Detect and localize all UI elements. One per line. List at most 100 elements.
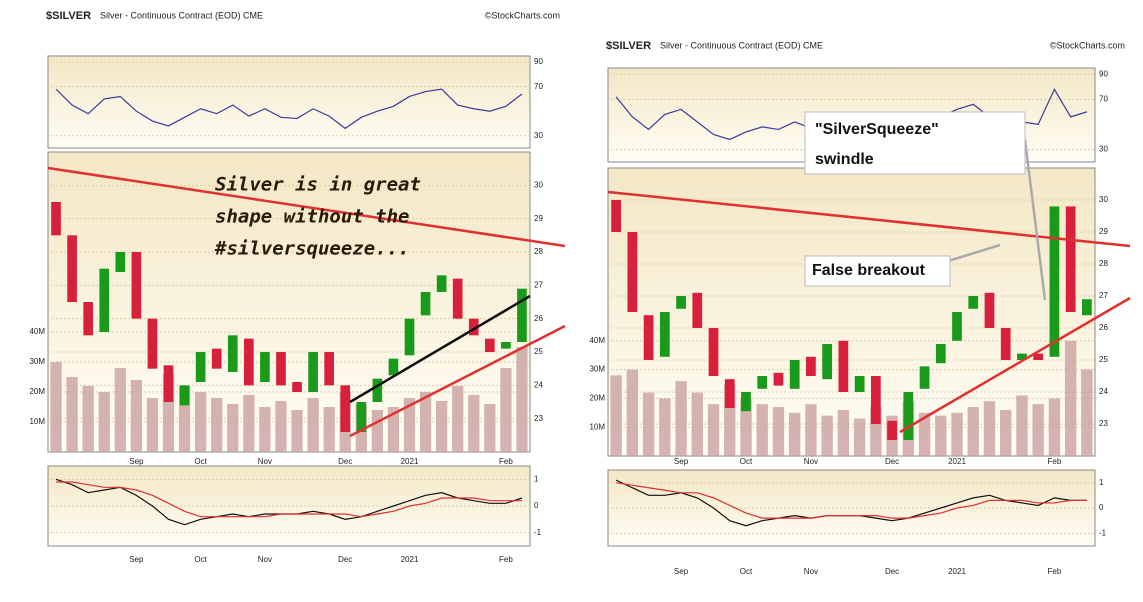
candle	[968, 296, 979, 309]
trendline	[47, 166, 566, 248]
volume-bar	[918, 412, 931, 456]
volume-bar	[98, 392, 110, 452]
volume-bar	[772, 407, 785, 456]
volume-bar	[82, 386, 94, 452]
ticker: $SILVER	[46, 10, 91, 22]
candle	[708, 328, 719, 376]
x-tick-label: Oct	[740, 567, 753, 576]
source: ©StockCharts.com	[485, 10, 560, 20]
candle	[83, 302, 93, 336]
candle	[659, 312, 670, 357]
tick-label: 90	[1099, 69, 1108, 78]
candle	[308, 352, 318, 392]
candle	[757, 376, 768, 389]
candle	[356, 402, 367, 432]
panel	[47, 151, 531, 453]
candle	[1082, 299, 1092, 316]
volume-bar	[387, 407, 400, 452]
candle	[276, 352, 286, 386]
ticker: $SILVER	[606, 40, 651, 52]
tick-label: 1	[1099, 478, 1104, 487]
tick-label: 28	[1099, 259, 1108, 268]
candle	[340, 385, 351, 432]
x-tick-label: Feb	[499, 555, 513, 564]
tick-label: 27	[1099, 291, 1108, 300]
candle	[870, 376, 881, 424]
candle	[724, 379, 735, 408]
volume-bar	[967, 407, 979, 456]
volume-bar	[178, 386, 191, 452]
candle	[903, 392, 914, 440]
x-tick-label: Sep	[674, 567, 689, 576]
volume-bar	[114, 368, 126, 452]
x-tick-label: Oct	[740, 457, 753, 466]
tick-label: -1	[534, 528, 542, 537]
tick-label: 29	[534, 214, 543, 223]
x-tick-label: Oct	[194, 555, 207, 564]
x-tick-label: Sep	[674, 457, 689, 466]
candle	[1065, 206, 1076, 312]
candle	[51, 202, 61, 236]
candle	[1000, 328, 1011, 360]
x-tick-label: Sep	[129, 555, 144, 564]
candle	[115, 252, 126, 272]
trendline	[1023, 139, 1047, 301]
volume-bar	[691, 392, 703, 456]
tick-label: -1	[1099, 528, 1107, 537]
signal-line	[616, 482, 1087, 519]
tick-label: 70	[1099, 94, 1108, 103]
candle	[372, 378, 383, 402]
volume-bar	[1032, 404, 1044, 456]
volume-bar	[626, 369, 639, 456]
source: ©StockCharts.com	[1050, 40, 1125, 50]
candle	[676, 296, 686, 309]
volume-bar	[468, 395, 480, 452]
rsi-line	[55, 88, 523, 130]
tick-label: 10M	[29, 417, 45, 426]
annotation: #silversqueeze...	[214, 238, 409, 260]
candle	[485, 338, 495, 352]
volume-bar	[821, 415, 833, 456]
trendline	[944, 243, 1001, 264]
x-tick-label: Oct	[194, 457, 207, 466]
x-tick-label: Nov	[258, 555, 272, 564]
subtitle: Silver - Continuous Contract (EOD) CME	[660, 40, 823, 50]
volume-bar	[870, 407, 882, 456]
volume-bar	[756, 404, 768, 456]
candle	[147, 318, 158, 369]
tick-label: 23	[534, 414, 543, 423]
volume-bar	[1064, 340, 1077, 456]
tick-label: 90	[534, 57, 543, 66]
volume-bar	[307, 398, 319, 452]
volume-bar	[275, 401, 287, 452]
candle	[388, 358, 399, 376]
x-tick-label: Dec	[885, 567, 899, 576]
volume-bar	[211, 398, 223, 452]
annotation: Silver is in great	[215, 174, 421, 196]
volume-bar	[740, 398, 752, 456]
volume-bar	[227, 404, 239, 452]
tick-label: 30	[534, 131, 543, 140]
subtitle: Silver - Continuous Contract (EOD) CME	[100, 10, 263, 20]
tick-label: 30	[1099, 145, 1108, 154]
x-tick-label: 2021	[401, 457, 419, 466]
candle	[468, 318, 479, 336]
tick-label: 28	[534, 247, 543, 256]
candle	[1049, 206, 1060, 357]
tick-label: 10M	[589, 422, 605, 431]
volume-bar	[659, 398, 671, 456]
x-tick-label: Dec	[885, 457, 899, 466]
volume-bar	[500, 368, 512, 452]
x-tick-label: Feb	[1048, 567, 1062, 576]
candle	[984, 292, 995, 328]
candle	[501, 342, 511, 349]
candle	[1017, 353, 1027, 360]
volume-bar	[707, 404, 720, 456]
volume-bar	[516, 347, 528, 452]
candle	[838, 340, 849, 392]
tick-label: 23	[1099, 419, 1108, 428]
x-tick-label: Dec	[338, 555, 352, 564]
volume-bar	[805, 404, 817, 456]
candle	[67, 235, 77, 302]
trendline	[349, 294, 531, 404]
